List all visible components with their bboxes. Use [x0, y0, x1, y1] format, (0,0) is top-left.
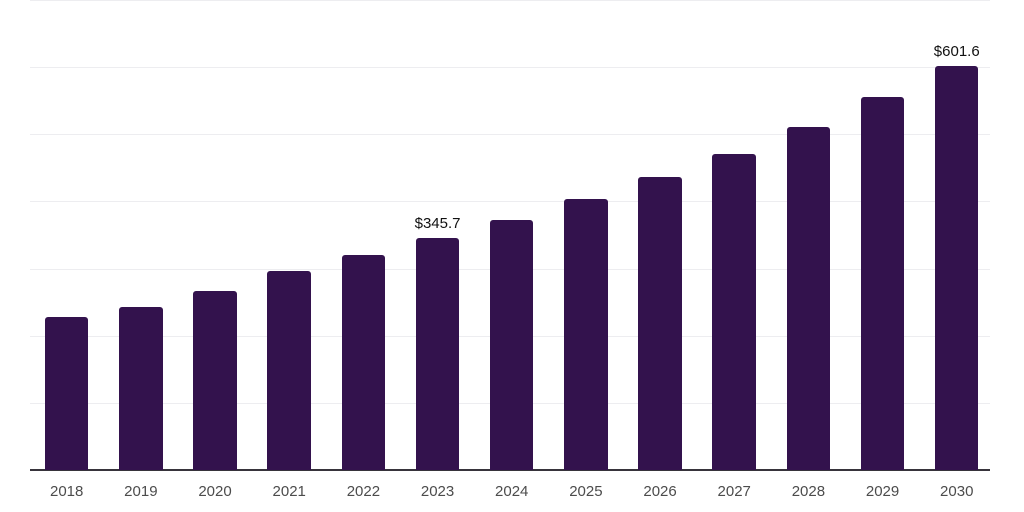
x-tick-label-2020: 2020 [198, 483, 232, 500]
x-tick-label-2026: 2026 [643, 483, 677, 500]
x-tick-label-2021: 2021 [272, 483, 306, 500]
bar-2023 [415, 237, 460, 470]
bar-2019 [119, 306, 163, 470]
gridline-500 [30, 134, 990, 136]
bar-2020 [193, 290, 237, 470]
bar-2024 [489, 220, 534, 470]
bar-2029 [860, 97, 905, 470]
bar-2021 [267, 270, 311, 470]
bar-2025 [564, 199, 608, 470]
x-tick-label-2018: 2018 [50, 483, 84, 500]
x-tick-label-2024: 2024 [495, 483, 529, 500]
x-tick-label-2019: 2019 [124, 483, 158, 500]
bar-2022 [341, 255, 386, 470]
x-tick-label-2027: 2027 [717, 483, 751, 500]
bar-2018 [44, 316, 89, 470]
x-tick-label-2025: 2025 [569, 483, 603, 500]
x-tick-label-2030: 2030 [940, 483, 974, 500]
plot-area: $345.7 $601.6 [30, 0, 990, 471]
x-axis-tick-labels: 2018 2019 2020 2021 2022 2023 2024 2025 2026 2027… [30, 482, 990, 506]
x-tick-label-2023: 2023 [420, 483, 455, 500]
gridline-400 [30, 201, 990, 203]
x-axis-line [30, 469, 990, 471]
gridline-700 [30, 0, 990, 1]
bar-2030 [934, 66, 979, 470]
gridline-600 [30, 67, 990, 69]
bar-value-label-2030: $601.6 [933, 43, 980, 61]
x-tick-label-2028: 2028 [791, 483, 826, 500]
x-tick-label-2029: 2029 [865, 483, 900, 500]
bar-2026 [638, 177, 682, 470]
x-tick-label-2022: 2022 [346, 483, 381, 500]
bar-2027 [712, 153, 756, 470]
bar-2028 [786, 126, 831, 470]
bar-value-label-2023: $345.7 [414, 214, 461, 232]
